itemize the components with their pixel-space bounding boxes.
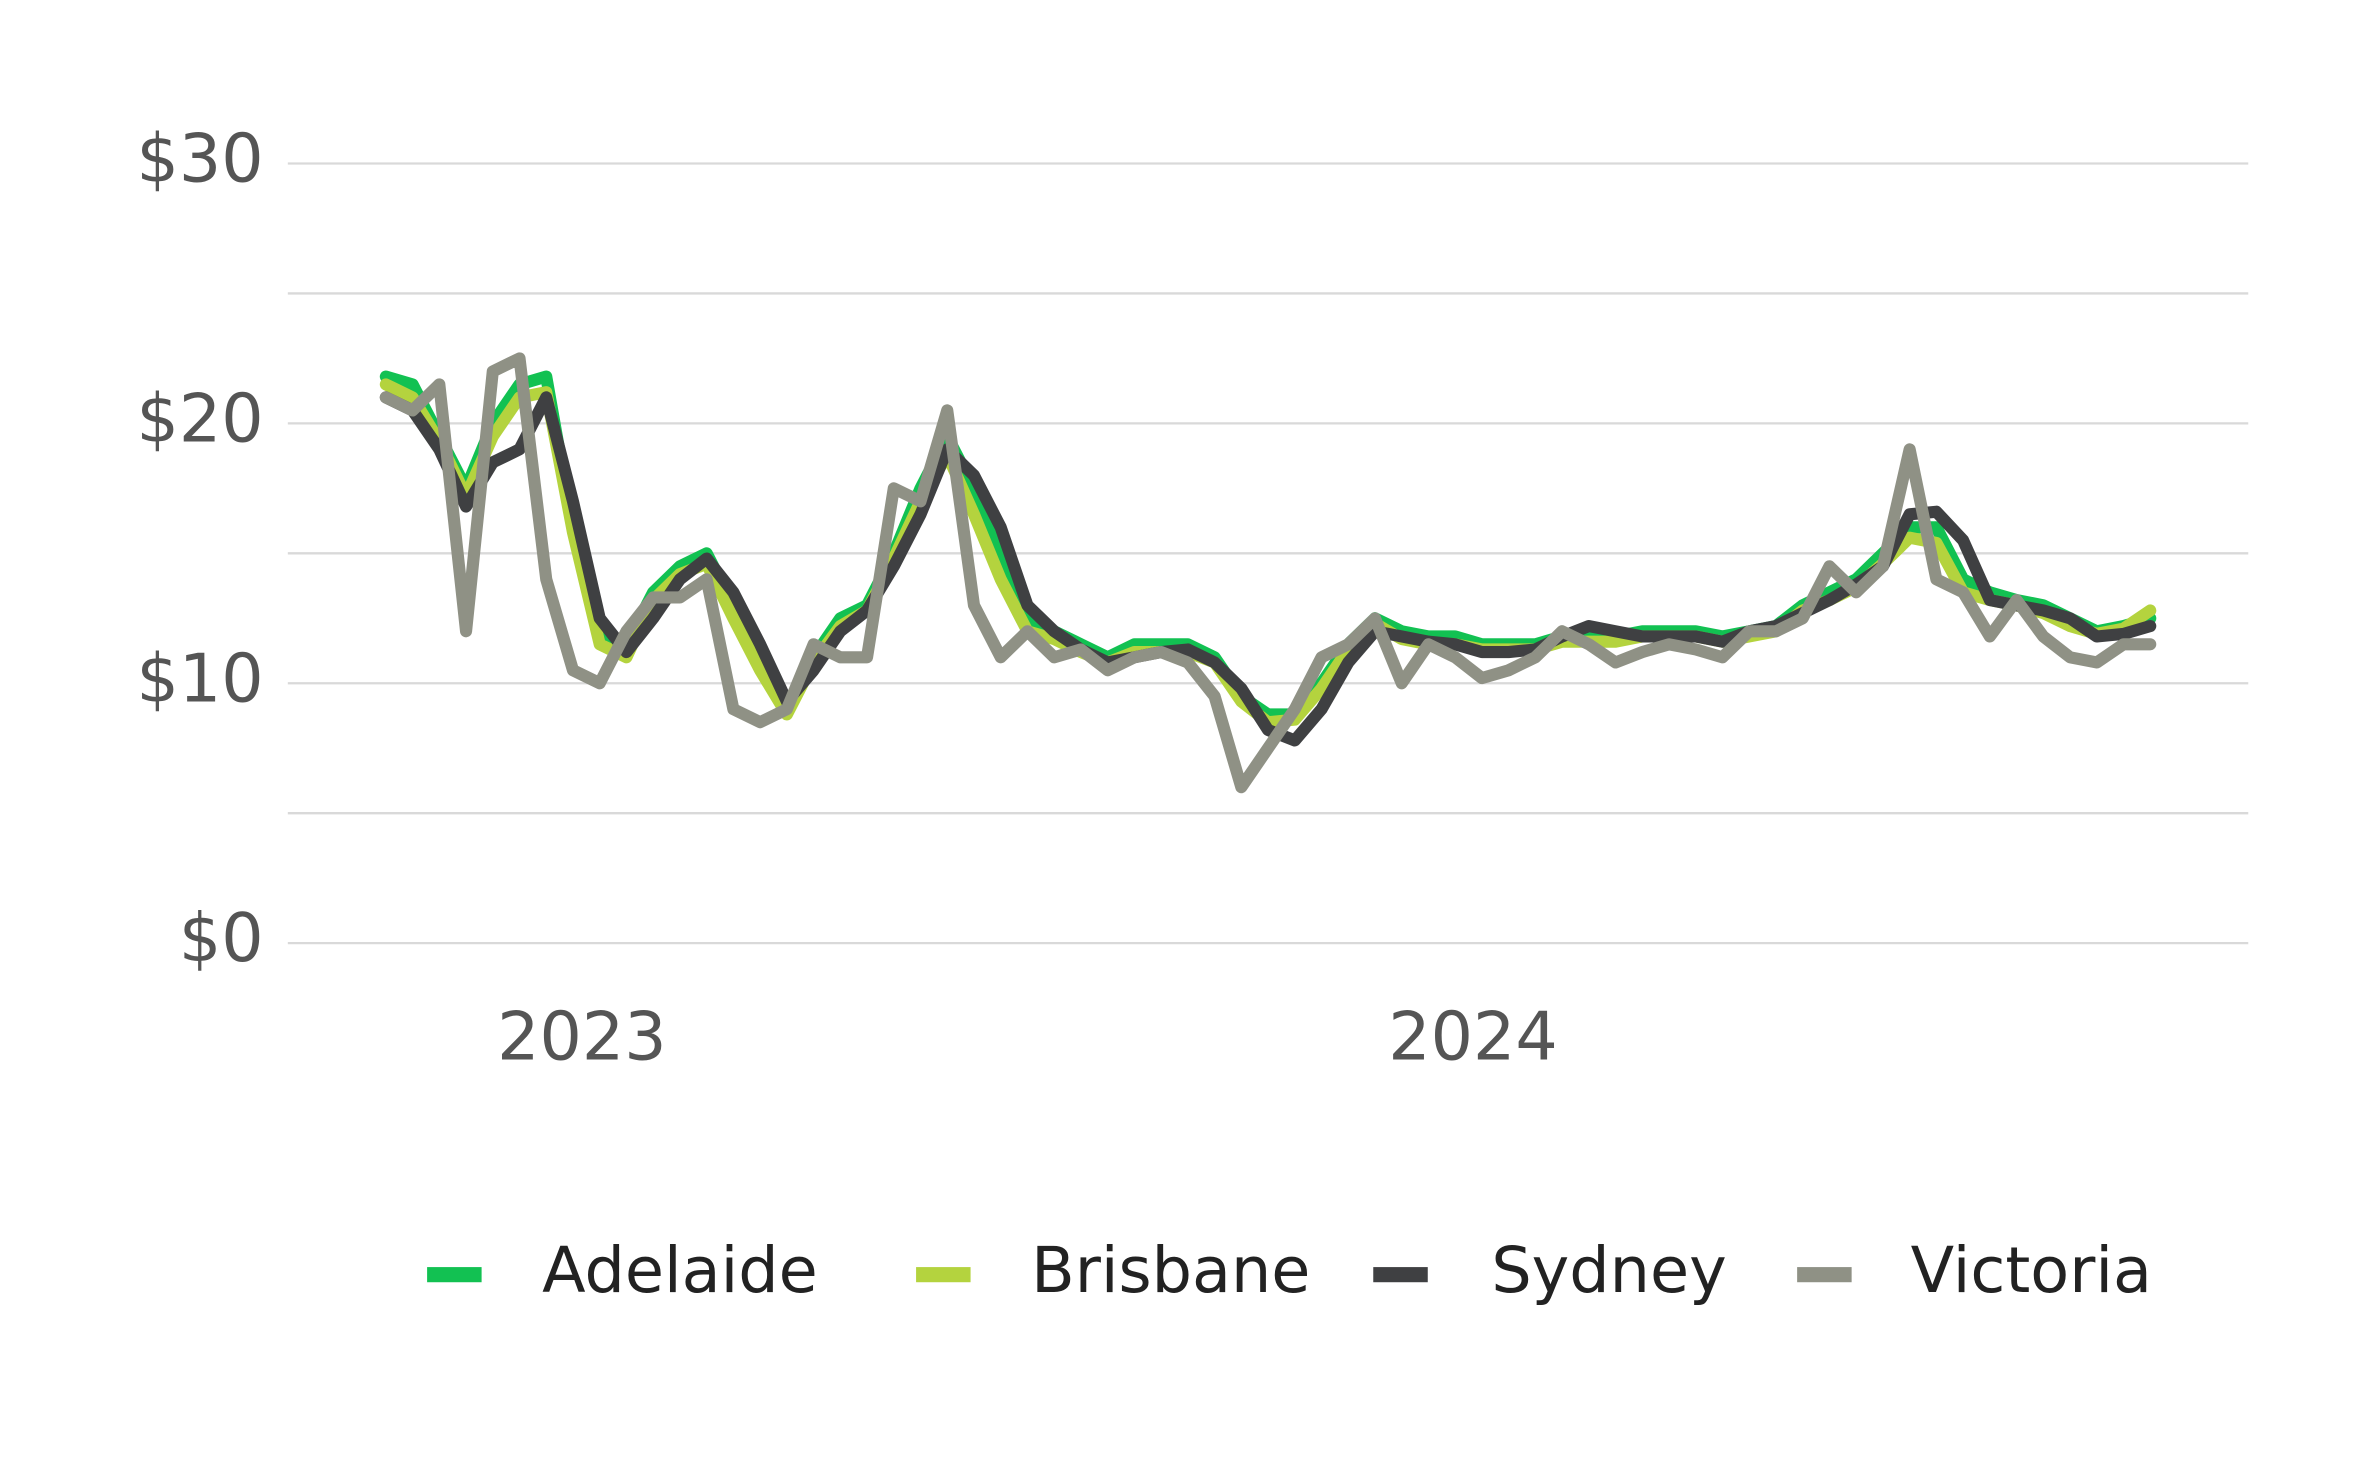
legend-label: Victoria [1911,1233,2152,1307]
y-tick-label: $0 [179,899,264,977]
legend-swatch [916,1267,971,1283]
legend-label: Brisbane [1031,1233,1310,1307]
y-tick-label: $30 [136,120,263,198]
series-line [379,352,2157,794]
x-tick-label: 2024 [1388,998,1557,1076]
y-tick-label: $10 [136,639,263,717]
legend-label: Sydney [1491,1233,1726,1307]
x-tick-label: 2023 [497,998,666,1076]
legend-label: Adelaide [542,1233,818,1307]
legend-swatch [1797,1267,1852,1283]
legend-swatch [1373,1267,1428,1283]
y-tick-label: $20 [136,379,263,457]
legend-swatch [427,1267,482,1283]
